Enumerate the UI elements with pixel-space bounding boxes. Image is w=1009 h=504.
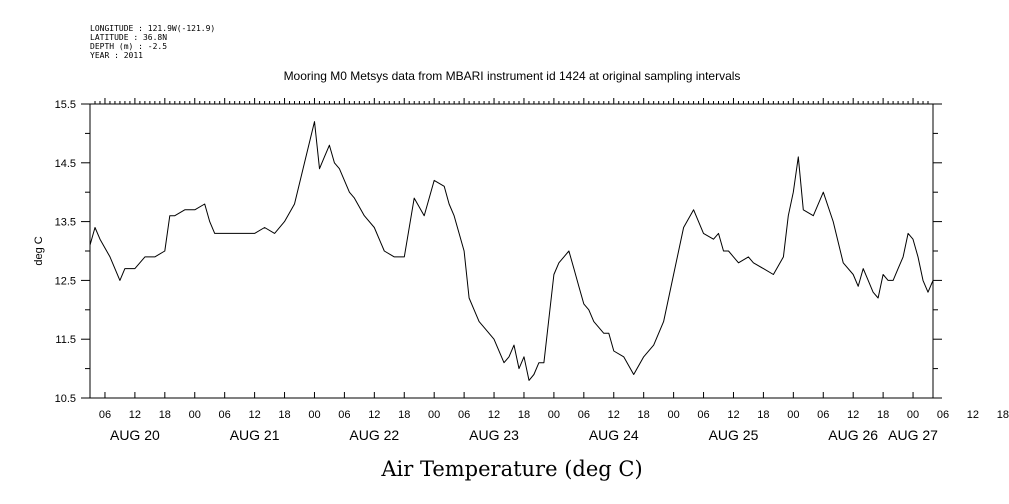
- chart-title: Mooring M0 Metsys data from MBARI instru…: [284, 69, 741, 83]
- x-tick-label: 12: [248, 409, 260, 421]
- x-tick-label: 06: [697, 409, 709, 421]
- latitude-label: LATITUDE : 36.8N: [90, 33, 167, 42]
- y-axis-label: deg C: [33, 236, 45, 265]
- x-tick-label: 06: [219, 409, 231, 421]
- x-axis: 06 12 18 00 06 12 18 00 06 12 18 00 06 12 18 00 06 12 18 00…: [94, 98, 1009, 443]
- longitude-label: LONGITUDE : 121.9W(-121.9): [90, 24, 215, 33]
- year-label: YEAR : 2011: [90, 51, 143, 60]
- day-label: AUG 23: [469, 427, 519, 443]
- x-tick-label: 12: [488, 409, 500, 421]
- day-label: AUG 26: [828, 427, 878, 443]
- x-tick-label: 18: [638, 409, 650, 421]
- x-tick-label: 00: [907, 409, 919, 421]
- y-tick-label: 15.5: [55, 99, 76, 111]
- x-tick-label: 18: [159, 409, 171, 421]
- x-tick-label: 12: [967, 409, 979, 421]
- x-tick-label: 12: [847, 409, 859, 421]
- y-tick-label: 14.5: [55, 158, 76, 170]
- series-line: [89, 121, 934, 381]
- y-tick-label: 11.5: [55, 334, 76, 346]
- x-tick-label: 00: [667, 409, 679, 421]
- x-tick-label: 18: [877, 409, 889, 421]
- y-tick-label: 13.5: [55, 217, 76, 229]
- y-tick-label: 12.5: [55, 275, 76, 287]
- x-tick-label: 06: [937, 409, 949, 421]
- x-tick-label: 00: [308, 409, 320, 421]
- x-tick-label: 12: [368, 409, 380, 421]
- y-tick-label: 10.5: [55, 393, 76, 405]
- y-axis: 10.5 11.5 12.5 13.5 14.5 15.5: [55, 99, 942, 405]
- day-label: AUG 22: [349, 427, 399, 443]
- x-tick-label: 06: [458, 409, 470, 421]
- day-label: AUG 24: [589, 427, 639, 443]
- x-tick-label: 00: [787, 409, 799, 421]
- x-tick-label: 12: [129, 409, 141, 421]
- x-tick-label: 06: [578, 409, 590, 421]
- x-tick-label: 00: [189, 409, 201, 421]
- plot-frame: [89, 103, 934, 399]
- x-tick-label: 18: [518, 409, 530, 421]
- x-tick-label: 06: [817, 409, 829, 421]
- day-label: AUG 21: [230, 427, 280, 443]
- depth-label: DEPTH (m) : -2.5: [90, 42, 167, 51]
- day-label: AUG 20: [110, 427, 160, 443]
- x-tick-label: 18: [757, 409, 769, 421]
- x-tick-label: 18: [997, 409, 1009, 421]
- x-tick-label: 06: [99, 409, 111, 421]
- day-label: AUG 25: [709, 427, 759, 443]
- x-axis-label: Air Temperature (deg C): [380, 457, 642, 481]
- series-group: [89, 121, 934, 381]
- x-tick-label: 00: [548, 409, 560, 421]
- day-label: AUG 27: [888, 427, 938, 443]
- x-tick-label: 18: [278, 409, 290, 421]
- x-tick-label: 18: [398, 409, 410, 421]
- x-tick-label: 06: [338, 409, 350, 421]
- x-tick-label: 00: [428, 409, 440, 421]
- x-tick-label: 12: [727, 409, 739, 421]
- x-tick-label: 12: [608, 409, 620, 421]
